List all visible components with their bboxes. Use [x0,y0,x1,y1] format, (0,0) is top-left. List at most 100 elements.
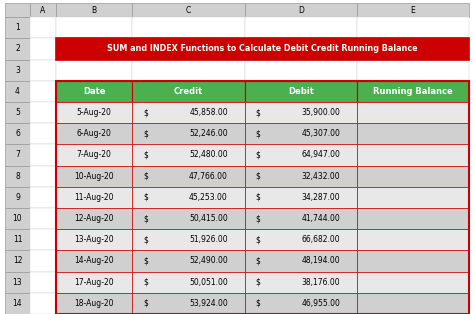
Bar [245,144,357,165]
Bar [245,250,357,272]
Bar [132,208,245,229]
Text: 41,744.00: 41,744.00 [301,214,340,223]
Text: 45,253.00: 45,253.00 [189,193,228,202]
Text: 45,858.00: 45,858.00 [189,108,228,117]
Text: 11: 11 [13,235,22,244]
Bar [132,272,245,293]
Bar [245,123,357,144]
Bar [56,123,132,144]
Text: 6-Aug-20: 6-Aug-20 [77,129,111,138]
Bar [56,165,132,187]
Text: 1: 1 [15,23,20,32]
Bar [56,187,132,208]
Bar [357,208,469,229]
Bar [357,187,469,208]
Bar [5,60,30,81]
Bar [132,17,245,38]
Text: 38,176.00: 38,176.00 [301,278,340,287]
Bar [357,17,469,38]
Text: 10: 10 [13,214,22,223]
Text: 52,246.00: 52,246.00 [189,129,228,138]
Bar [132,187,245,208]
Bar [245,3,357,17]
Text: 13-Aug-20: 13-Aug-20 [74,235,114,244]
Bar [132,272,245,293]
Bar [30,60,56,81]
Text: $: $ [255,150,261,160]
Text: Debit: Debit [288,87,314,96]
Bar [132,165,245,187]
Bar [30,123,56,144]
Bar [245,293,357,314]
Bar [5,144,30,165]
Bar [357,81,469,102]
Text: 34,287.00: 34,287.00 [301,193,340,202]
Bar [30,293,56,314]
Text: 50,415.00: 50,415.00 [189,214,228,223]
Text: A: A [40,6,46,15]
Bar [56,38,132,60]
Bar [30,144,56,165]
Bar [56,144,132,165]
Bar [56,3,132,17]
Bar [56,60,132,81]
Bar [357,165,469,187]
Bar [132,102,245,123]
Bar [357,272,469,293]
Bar [357,102,469,123]
Text: 52,480.00: 52,480.00 [189,150,228,160]
Text: 3: 3 [15,66,20,75]
Bar [56,38,469,60]
Text: 7: 7 [15,150,20,160]
Text: $: $ [144,214,148,223]
Text: D: D [298,6,304,15]
Bar [30,3,56,17]
Bar [30,38,56,60]
Bar [357,229,469,250]
Bar [357,165,469,187]
Bar [5,17,30,38]
Bar [56,208,132,229]
Bar [5,293,30,314]
Bar [357,229,469,250]
Bar [245,208,357,229]
Bar [5,187,30,208]
Bar [132,208,245,229]
Bar [357,250,469,272]
Bar [132,250,245,272]
Bar [5,38,30,60]
Bar [132,60,245,81]
Text: 45,307.00: 45,307.00 [301,129,340,138]
Bar [56,81,132,102]
Text: $: $ [255,257,261,266]
Bar [56,272,132,293]
Bar [357,102,469,123]
Text: 5-Aug-20: 5-Aug-20 [77,108,111,117]
Bar [245,38,357,60]
Text: 32,432.00: 32,432.00 [301,172,340,181]
Bar [245,272,357,293]
Bar [357,293,469,314]
Bar [357,272,469,293]
Text: $: $ [255,108,261,117]
Bar [245,81,357,102]
Text: $: $ [255,193,261,202]
Text: C: C [186,6,191,15]
Text: 17-Aug-20: 17-Aug-20 [74,278,114,287]
Bar [56,229,132,250]
Text: 50,051.00: 50,051.00 [189,278,228,287]
Text: $: $ [255,129,261,138]
Bar [132,144,245,165]
Bar [357,293,469,314]
Bar [245,60,357,81]
Bar [357,144,469,165]
Bar [245,165,357,187]
Bar [357,208,469,229]
Bar [56,272,132,293]
Text: 13: 13 [13,278,22,287]
Text: SUM and INDEX Functions to Calculate Debit Credit Running Balance: SUM and INDEX Functions to Calculate Deb… [107,45,418,53]
Text: 64,947.00: 64,947.00 [301,150,340,160]
Bar [245,102,357,123]
Bar [245,272,357,293]
Text: 4: 4 [15,87,20,96]
